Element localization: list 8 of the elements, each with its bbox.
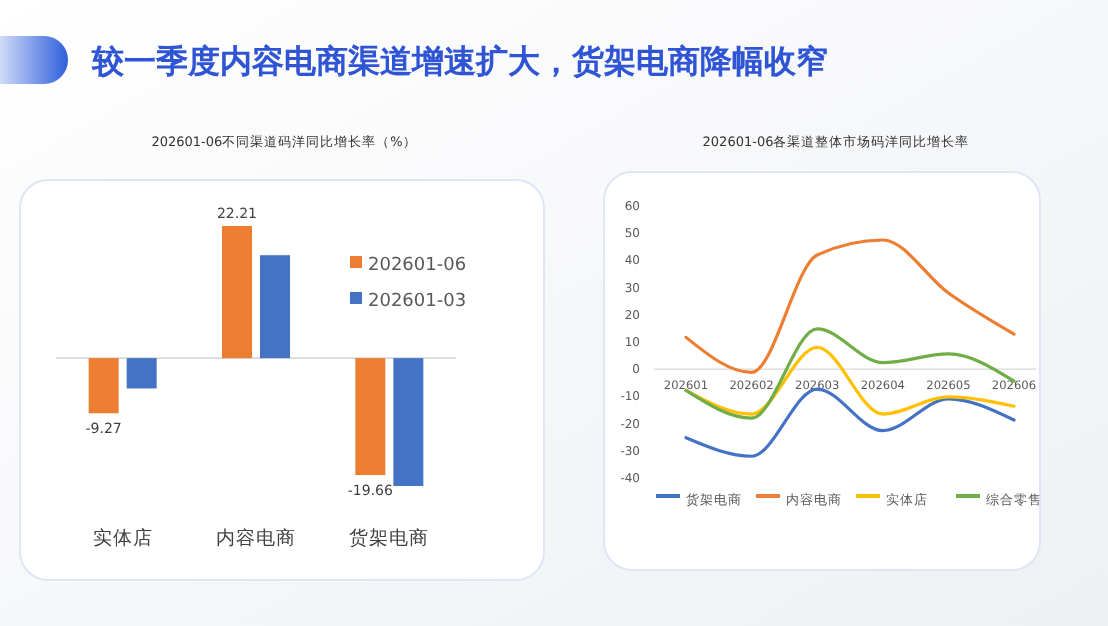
x-tick-label: 实体店 <box>92 526 153 550</box>
text: 较一季度内容电商渠道增速扩大，货架电商降幅收窄 <box>90 42 828 80</box>
legend-label: 202601-06 <box>368 256 467 276</box>
legend-label: 202601-03 <box>368 292 467 312</box>
line-series <box>684 238 1016 375</box>
x-tick-label: 内容电商 <box>216 526 296 550</box>
x-tick-label: 货架电商 <box>349 526 430 550</box>
line-series <box>684 387 1016 458</box>
